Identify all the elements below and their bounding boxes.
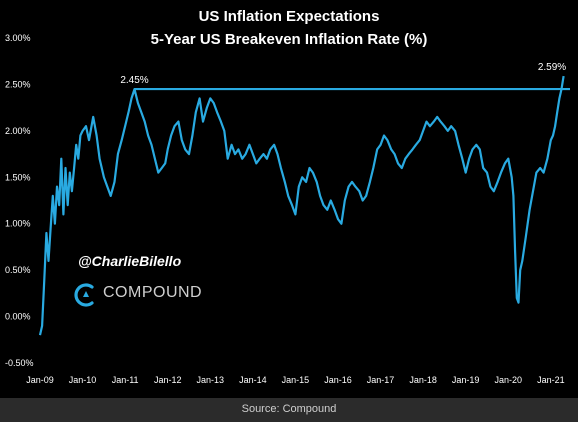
x-tick-label: Jan-21: [537, 375, 565, 385]
compound-c-icon: [74, 283, 94, 307]
x-tick-label: Jan-19: [452, 375, 480, 385]
chart-area: US Inflation Expectations 5-Year US Brea…: [0, 0, 578, 398]
y-tick-label: 0.00%: [5, 312, 31, 322]
x-tick-label: Jan-15: [282, 375, 310, 385]
y-tick-label: 2.00%: [5, 126, 31, 136]
annotation-label: 2.45%: [120, 75, 148, 86]
annotation-label: 2.59%: [538, 62, 566, 73]
x-tick-label: Jan-10: [69, 375, 97, 385]
series-line: [38, 75, 565, 336]
y-tick-label: 1.50%: [5, 172, 31, 182]
x-tick-label: Jan-20: [495, 375, 523, 385]
x-tick-label: Jan-12: [154, 375, 182, 385]
source-footer: Source: Compound: [0, 398, 578, 422]
x-tick-label: Jan-17: [367, 375, 395, 385]
x-tick-label: Jan-14: [239, 375, 267, 385]
x-tick-label: Jan-09: [26, 375, 54, 385]
y-tick-label: 1.00%: [5, 219, 31, 229]
brand-name: COMPOUND: [103, 284, 203, 301]
author-handle: @CharlieBilello: [78, 253, 182, 269]
x-tick-label: Jan-18: [409, 375, 437, 385]
y-tick-label: 3.00%: [5, 33, 31, 43]
line-chart: 3.00% 2.50% 2.00% 1.50% 1.00% 0.50% 0.00% -0.50…: [5, 33, 570, 385]
chart-subtitle: 5-Year US Breakeven Inflation Rate (%): [150, 31, 428, 48]
y-tick-label: -0.50%: [5, 358, 34, 368]
x-tick-label: Jan-16: [324, 375, 352, 385]
chart-title: US Inflation Expectations: [198, 8, 380, 25]
x-tick-label: Jan-13: [197, 375, 225, 385]
x-tick-label: Jan-11: [112, 375, 139, 385]
y-tick-label: 0.50%: [5, 265, 31, 275]
y-tick-label: 2.50%: [5, 79, 31, 89]
